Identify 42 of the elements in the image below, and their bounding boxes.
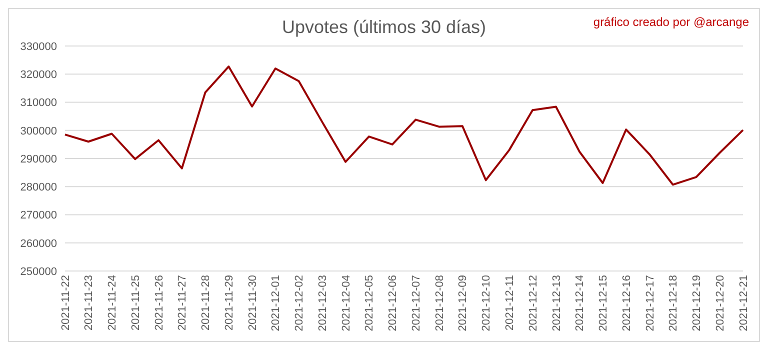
x-tick-label: 2021-12-01: [270, 275, 282, 332]
text: gráfico creado por @arcange: [593, 15, 749, 29]
x-tick-label: 2021-11-26: [153, 275, 166, 330]
x-tick-label: 2021-12-19: [691, 275, 704, 332]
x-tick-label: 2021-12-09: [457, 275, 470, 332]
y-tick-label: 320000: [20, 69, 57, 82]
x-tick-label: 2021-12-07: [410, 275, 422, 332]
x-tick-label: 2021-12-03: [316, 275, 329, 332]
y-tick-label: 310000: [20, 97, 57, 110]
x-tick-label: 2021-12-18: [668, 275, 680, 332]
x-tick-label: 2021-11-24: [106, 275, 119, 330]
x-tick-label: 2021-12-20: [714, 275, 726, 332]
y-tick-label: 330000: [20, 40, 57, 53]
x-tick-label: 2021-12-10: [480, 275, 493, 332]
y-tick-label: 300000: [20, 125, 57, 138]
chart-title: Upvotes (últimos 30 días): [282, 17, 486, 37]
x-tick-label: 2021-12-12: [527, 275, 540, 332]
x-tick-label: 2021-12-05: [364, 275, 376, 332]
x-tick-label: 2021-11-29: [223, 275, 236, 330]
x-tick-label: 2021-12-06: [387, 275, 400, 332]
x-tick-label: 2021-12-17: [644, 275, 656, 332]
y-tick-label: 270000: [20, 210, 57, 222]
x-tick-label: 2021-12-08: [434, 275, 446, 332]
x-tick-label: 2021-11-22: [60, 275, 72, 330]
x-tick-label: 2021-12-02: [294, 275, 306, 332]
line-series: [64, 66, 744, 186]
x-tick-label: 2021-12-21: [738, 275, 750, 332]
y-tick-label: 250000: [20, 266, 57, 278]
x-tick-label: 2021-12-04: [340, 275, 352, 332]
x-tick-label: 2021-12-14: [574, 275, 586, 332]
x-tick-label: 2021-12-16: [620, 275, 633, 332]
x-tick-label: 2021-11-23: [83, 275, 96, 330]
x-tick-label: 2021-12-15: [598, 275, 610, 332]
x-tick-label: 2021-11-28: [200, 275, 212, 330]
x-tick-label: 2021-12-13: [550, 275, 563, 332]
x-tick-label: 2021-11-25: [130, 275, 142, 330]
x-tick-label: 2021-11-30: [246, 275, 259, 330]
x-tick-label: 2021-12-11: [504, 275, 516, 330]
y-tick-label: 280000: [20, 182, 57, 194]
y-tick-label: 290000: [20, 153, 57, 166]
x-tick-label: 2021-11-27: [176, 275, 189, 330]
y-tick-label: 260000: [20, 238, 57, 250]
